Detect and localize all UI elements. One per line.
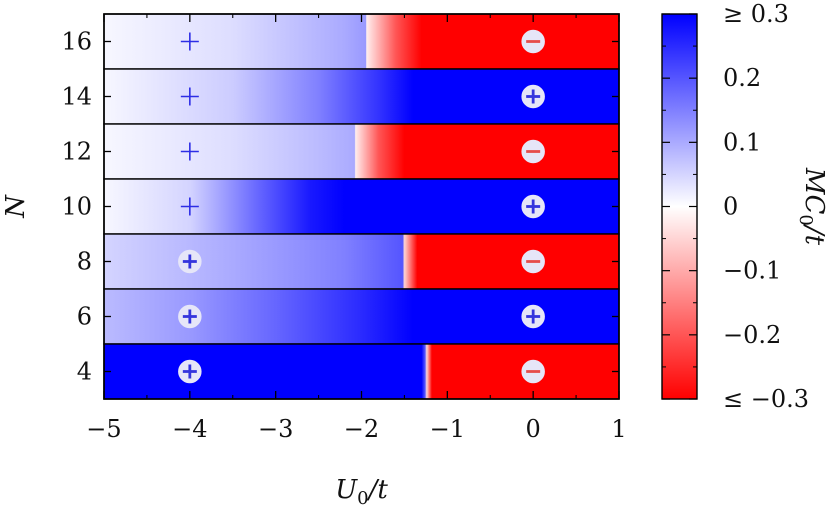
colorbar-tick-label: ≥ 0.3 [723, 0, 789, 28]
plus-marker-icon [178, 304, 202, 329]
x-tick-label: −5 [86, 415, 121, 443]
colorbar-tick-label: −0.1 [723, 257, 781, 285]
plus-marker-icon [521, 194, 545, 219]
plus-marker-icon [180, 142, 199, 161]
y-tick-label: 6 [77, 303, 92, 331]
colorbar-tick-label: 0.1 [723, 128, 761, 156]
y-tick-label: 12 [61, 138, 92, 166]
x-axis-label: U0/t [335, 475, 388, 507]
colorbar-tick-label: 0.2 [723, 64, 761, 92]
x-tick-label: 0 [526, 415, 541, 443]
plus-marker-icon [521, 84, 545, 109]
minus-marker-icon [521, 139, 545, 164]
x-tick-label: −1 [430, 415, 465, 443]
y-tick-label: 14 [61, 83, 92, 111]
minus-marker-icon [521, 29, 545, 54]
y-tick-label: 4 [77, 358, 92, 386]
colorbar-tick-label: −0.2 [723, 321, 781, 349]
colorbar-label: MC0/t [795, 167, 829, 246]
y-tick-label: 16 [61, 28, 92, 56]
y-tick-label: 8 [77, 248, 92, 276]
phase-markers [178, 29, 545, 384]
x-tick-label: −2 [344, 415, 379, 443]
colorbar-tick-label: ≤ −0.3 [723, 385, 809, 413]
x-tick-label: −4 [172, 415, 207, 443]
plus-marker-icon [180, 197, 199, 216]
x-tick-label: −3 [258, 415, 293, 443]
x-tick-label: 1 [611, 415, 626, 443]
colorbar-tick-label: 0 [723, 193, 738, 221]
colorbar: ≥ 0.3 0.2 0.1 0 −0.1 −0.2 ≤ −0.3 MC0/t [661, 0, 829, 413]
plus-marker-icon [178, 359, 202, 384]
y-tick-label: 10 [61, 193, 92, 221]
plus-marker-icon [521, 304, 545, 329]
plus-marker-icon [178, 249, 202, 274]
plus-marker-icon [180, 32, 199, 51]
plus-marker-icon [180, 87, 199, 106]
y-axis-label: N [1, 194, 31, 219]
minus-marker-icon [521, 359, 545, 384]
axes: 16 14 12 10 8 6 4 −5 −4 −3 −2 −1 0 1 U0/t N [1, 13, 627, 507]
minus-marker-icon [521, 249, 545, 274]
